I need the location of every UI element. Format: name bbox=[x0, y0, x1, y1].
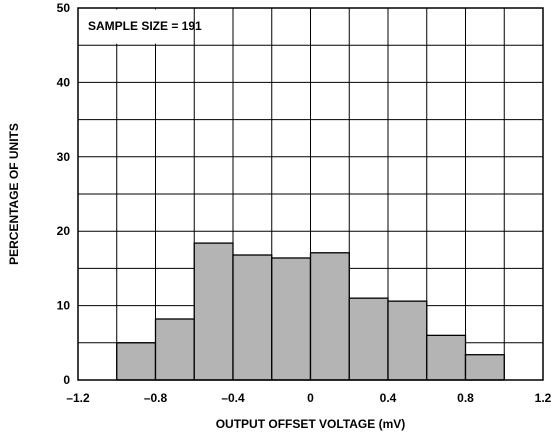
histogram-bar bbox=[426, 334, 467, 381]
x-tick-label: 0 bbox=[307, 391, 314, 405]
y-tick-label: 20 bbox=[57, 224, 71, 238]
histogram-bar bbox=[193, 242, 234, 381]
x-tick-label: –1.2 bbox=[66, 391, 90, 405]
x-tick-label: –0.4 bbox=[221, 391, 245, 405]
histogram-bar bbox=[116, 342, 157, 381]
y-tick-label: 10 bbox=[57, 299, 71, 313]
plot-frame bbox=[77, 7, 544, 381]
histogram-bar bbox=[154, 318, 195, 381]
histogram-bar bbox=[309, 252, 350, 381]
sample-size-annotation: SAMPLE SIZE = 191 bbox=[88, 19, 202, 33]
y-tick-label: 40 bbox=[57, 75, 71, 89]
histogram-bar bbox=[271, 257, 312, 381]
histogram-bar bbox=[387, 300, 428, 381]
x-tick-label: 1.2 bbox=[535, 391, 552, 405]
y-axis-label: PERCENTAGE OF UNITS bbox=[7, 123, 21, 265]
y-tick-label: 50 bbox=[57, 1, 71, 15]
histogram-bar bbox=[232, 254, 273, 381]
histogram-bar bbox=[464, 354, 505, 381]
y-tick-label: 0 bbox=[63, 373, 70, 387]
x-tick-label: 0.8 bbox=[457, 391, 474, 405]
x-axis-label: OUTPUT OFFSET VOLTAGE (mV) bbox=[216, 417, 406, 431]
tick-labels: –1.2 –0.8 –0.4 0 0.4 0.8 1.2 0 10 20 30 40 50 bbox=[57, 1, 552, 405]
x-tick-label: 0.4 bbox=[380, 391, 397, 405]
histogram-bar bbox=[348, 297, 389, 381]
x-tick-label: –0.8 bbox=[144, 391, 168, 405]
bars bbox=[116, 242, 505, 381]
y-tick-label: 30 bbox=[57, 150, 71, 164]
annotation-box bbox=[79, 9, 193, 44]
